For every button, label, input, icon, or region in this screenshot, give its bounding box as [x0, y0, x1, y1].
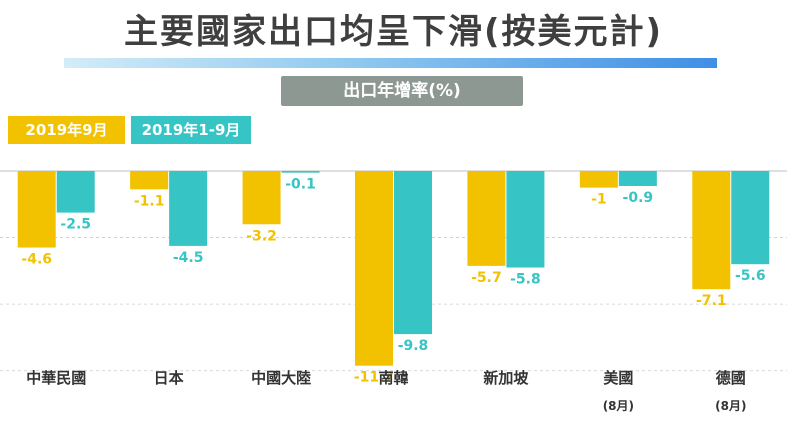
- category-note-6: (8月): [715, 399, 746, 413]
- data-label-series-1-3: -11.7: [354, 370, 394, 386]
- bar-series-1-5: [579, 171, 618, 188]
- bar-series-1-1: [130, 171, 169, 190]
- data-label-series-1-5: -1: [591, 192, 607, 208]
- data-label-series-2-5: -0.9: [623, 190, 654, 206]
- chart-subtitle-badge: 出口年增率(%): [281, 76, 523, 106]
- page-title: 主要國家出口均呈下滑(按美元計): [123, 12, 664, 52]
- data-label-series-1-4: -5.7: [471, 270, 502, 286]
- data-label-series-1-6: -7.1: [696, 293, 727, 309]
- data-label-series-1-2: -3.2: [246, 228, 277, 244]
- category-label-1: 日本: [154, 369, 184, 387]
- legend-series-2: 2019年1-9月: [131, 116, 251, 144]
- category-label-0: 中華民國: [26, 369, 86, 387]
- bar-series-1-2: [242, 171, 281, 225]
- bar-series-1-6: [692, 171, 731, 290]
- data-label-series-1-0: -4.6: [21, 252, 52, 268]
- data-label-series-2-3: -9.8: [398, 338, 429, 354]
- bar-series-2-1: [169, 171, 208, 246]
- bar-series-2-5: [618, 171, 657, 186]
- data-label-series-2-2: -0.1: [285, 177, 316, 193]
- category-note-5: (8月): [603, 399, 634, 413]
- legend-series-1: 2019年9月: [8, 116, 125, 144]
- category-label-3: 南韓: [378, 369, 408, 387]
- bar-series-2-6: [731, 171, 770, 265]
- category-label-5: 美國: [603, 369, 633, 387]
- category-label-6: 德國: [716, 369, 746, 387]
- bar-series-1-3: [355, 171, 393, 366]
- data-label-series-2-4: -5.8: [510, 272, 541, 288]
- bar-series-2-3: [394, 171, 432, 335]
- bar-series-2-0: [56, 171, 95, 213]
- data-label-series-1-1: -1.1: [134, 193, 165, 209]
- category-label-4: 新加坡: [483, 369, 528, 387]
- data-label-series-2-1: -4.5: [173, 250, 204, 266]
- bar-series-2-4: [506, 171, 545, 268]
- data-label-series-2-0: -2.5: [60, 217, 91, 233]
- data-label-series-2-6: -5.6: [735, 268, 766, 284]
- category-label-2: 中國大陸: [251, 369, 311, 387]
- bar-series-1-0: [17, 171, 56, 248]
- bar-series-1-4: [467, 171, 506, 266]
- title-underline-bar: [64, 58, 717, 68]
- bar-series-2-2: [281, 171, 320, 173]
